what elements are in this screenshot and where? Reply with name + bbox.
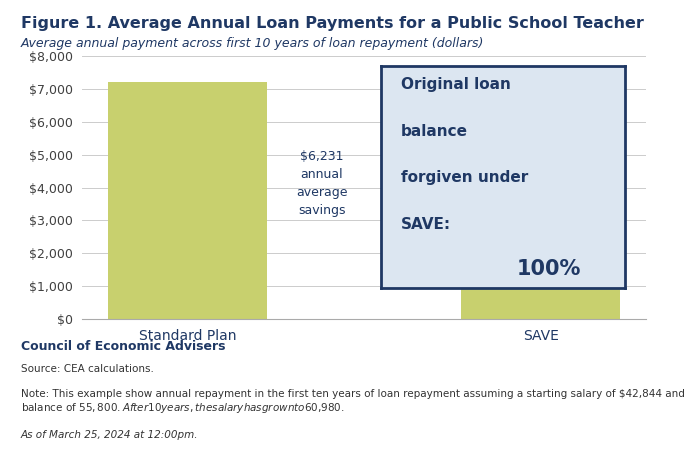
Text: $6,231
annual
average
savings: $6,231 annual average savings <box>296 150 348 217</box>
Text: Figure 1. Average Annual Loan Payments for a Public School Teacher: Figure 1. Average Annual Loan Payments f… <box>21 16 644 31</box>
Bar <box>461 286 620 319</box>
Text: Original loan: Original loan <box>401 77 510 92</box>
Text: Note: This example show annual repayment in the first ten years of loan repaymen: Note: This example show annual repayment… <box>21 389 687 415</box>
Text: Average annual payment across first 10 years of loan repayment (dollars): Average annual payment across first 10 y… <box>21 37 484 50</box>
Bar <box>108 82 267 319</box>
Text: Source: CEA calculations.: Source: CEA calculations. <box>21 364 153 374</box>
Text: balance: balance <box>401 124 468 138</box>
Text: SAVE:: SAVE: <box>401 217 451 232</box>
Text: Council of Economic Advisers: Council of Economic Advisers <box>21 340 225 353</box>
Text: 100%: 100% <box>517 259 581 280</box>
Text: forgiven under: forgiven under <box>401 170 528 185</box>
Text: As of March 25, 2024 at 12:00pm.: As of March 25, 2024 at 12:00pm. <box>21 430 198 440</box>
